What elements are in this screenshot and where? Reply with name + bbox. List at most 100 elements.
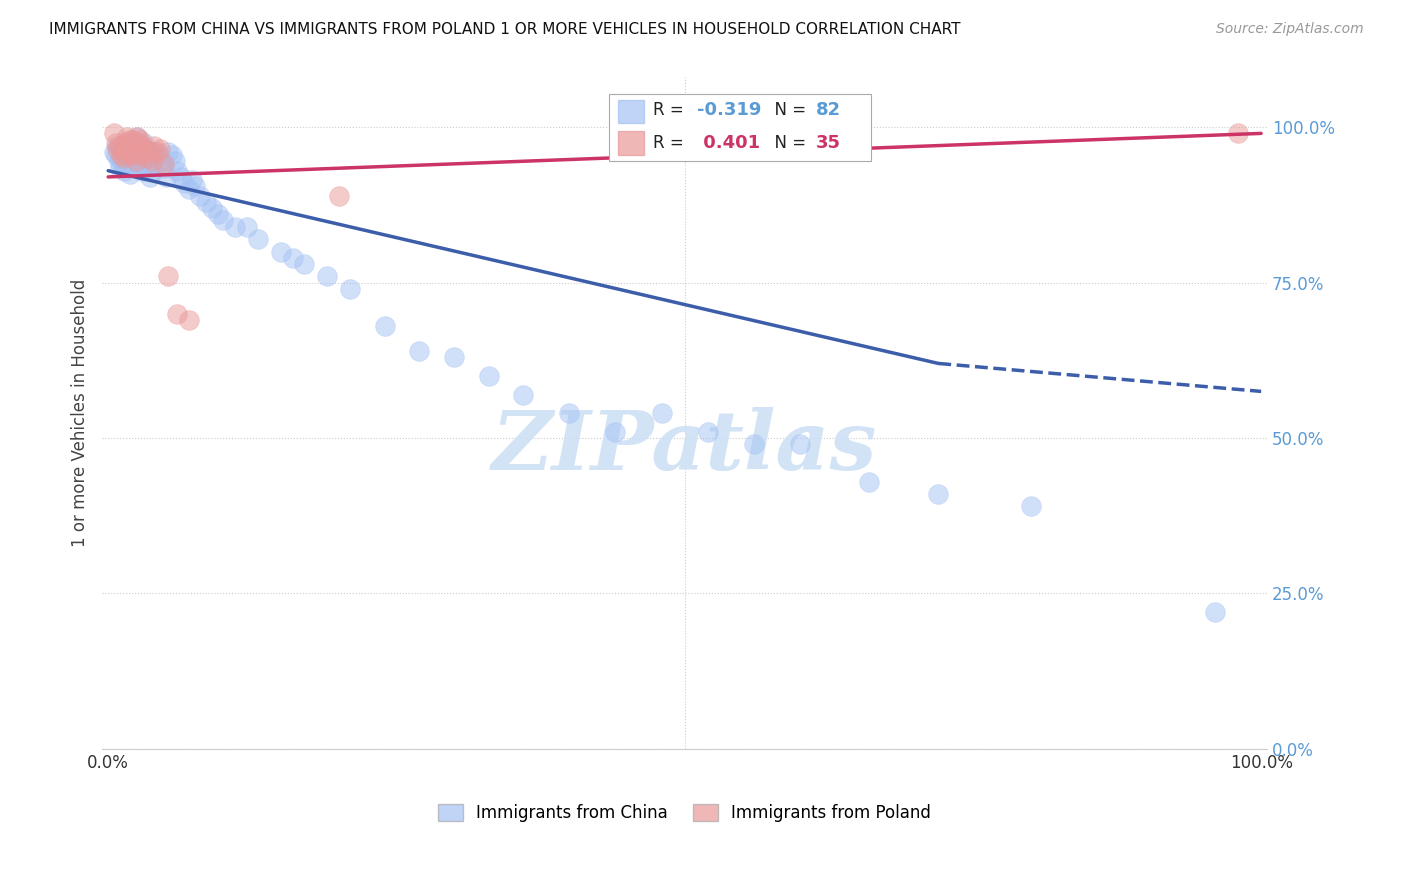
Point [927, 487, 949, 501]
Point [139, 148, 162, 162]
Point [152, 161, 174, 175]
Point [177, 313, 200, 327]
Point [132, 136, 155, 150]
Text: Source: ZipAtlas.com: Source: ZipAtlas.com [1216, 22, 1364, 37]
Point [120, 145, 142, 159]
Point [173, 176, 195, 190]
Point [150, 154, 173, 169]
Point [1019, 500, 1042, 514]
Point [117, 142, 139, 156]
Point [125, 142, 148, 156]
Point [120, 148, 142, 162]
Point [127, 145, 149, 159]
Point [125, 136, 148, 150]
Point [478, 368, 501, 383]
Point [789, 437, 811, 451]
Point [247, 232, 270, 246]
Point [138, 161, 160, 175]
Point [155, 169, 177, 184]
Point [181, 173, 204, 187]
Point [112, 145, 135, 159]
Point [108, 151, 131, 165]
Point [138, 145, 160, 159]
FancyBboxPatch shape [619, 100, 644, 123]
Point [235, 219, 257, 234]
Point [408, 343, 430, 358]
Point [374, 319, 396, 334]
Point [292, 257, 315, 271]
Point [201, 201, 224, 215]
Point [132, 145, 155, 159]
Point [120, 167, 142, 181]
Point [114, 136, 136, 150]
Point [124, 145, 146, 159]
Point [111, 148, 134, 162]
Text: R =: R = [654, 134, 689, 152]
Point [120, 142, 142, 156]
Point [224, 219, 246, 234]
Point [281, 251, 304, 265]
Text: 35: 35 [817, 134, 841, 152]
Point [328, 188, 350, 202]
Point [165, 154, 187, 169]
Point [149, 142, 172, 156]
Point [118, 161, 141, 175]
Point [136, 154, 159, 169]
Point [142, 163, 165, 178]
Text: 0.401: 0.401 [697, 134, 761, 152]
Point [124, 161, 146, 175]
Point [129, 133, 152, 147]
Point [166, 307, 188, 321]
Text: ZIPatlas: ZIPatlas [492, 407, 877, 487]
Point [270, 244, 292, 259]
Point [103, 145, 125, 159]
Point [121, 133, 143, 147]
Point [141, 154, 163, 169]
Point [107, 142, 129, 156]
Point [110, 148, 132, 162]
Point [207, 207, 229, 221]
Point [112, 163, 135, 178]
Point [129, 148, 152, 162]
Point [152, 157, 174, 171]
Point [157, 269, 180, 284]
Point [143, 138, 166, 153]
Point [128, 154, 150, 169]
Point [118, 133, 141, 147]
Point [128, 148, 150, 162]
Point [134, 151, 156, 165]
Point [558, 406, 581, 420]
FancyBboxPatch shape [609, 95, 870, 161]
Point [122, 154, 145, 169]
Point [117, 154, 139, 169]
Text: 82: 82 [817, 102, 841, 120]
Point [125, 154, 148, 169]
Point [512, 387, 534, 401]
FancyBboxPatch shape [619, 131, 644, 154]
Point [183, 179, 205, 194]
Y-axis label: 1 or more Vehicles in Household: 1 or more Vehicles in Household [72, 279, 89, 548]
Point [115, 129, 138, 144]
Point [125, 129, 148, 144]
Point [443, 350, 465, 364]
Point [742, 437, 765, 451]
Point [148, 148, 170, 162]
Point [127, 136, 149, 150]
Point [105, 148, 128, 162]
Point [131, 163, 153, 178]
Point [157, 145, 180, 159]
Text: -0.319: -0.319 [697, 102, 762, 120]
Point [143, 145, 166, 159]
Point [170, 169, 193, 184]
Point [160, 148, 183, 162]
Point [135, 142, 157, 156]
Point [136, 151, 159, 165]
Point [107, 138, 129, 153]
Point [605, 425, 627, 439]
Point [110, 142, 132, 156]
Point [115, 145, 138, 159]
Point [112, 157, 135, 171]
Point [190, 188, 212, 202]
Point [212, 213, 235, 227]
Point [122, 138, 145, 153]
